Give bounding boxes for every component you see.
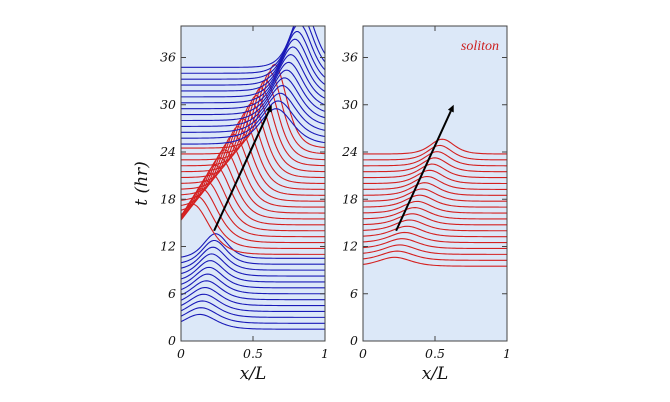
wave-line bbox=[363, 194, 507, 208]
arrow-shaft bbox=[395, 110, 452, 232]
wave-line bbox=[363, 169, 507, 185]
wave-line bbox=[181, 293, 325, 313]
wave-line bbox=[181, 26, 325, 68]
wave-line bbox=[181, 149, 325, 214]
wave-line bbox=[181, 133, 325, 202]
wave-line bbox=[363, 157, 507, 173]
wave-line bbox=[181, 92, 325, 133]
wave-line bbox=[181, 100, 325, 139]
y-tick-label: 36 bbox=[342, 50, 358, 65]
wave-line bbox=[181, 260, 325, 283]
wave-line bbox=[181, 108, 325, 145]
wave-line bbox=[181, 54, 325, 104]
wave-line bbox=[181, 31, 325, 86]
left-x-axis-label: x/L bbox=[240, 364, 267, 384]
wave-line bbox=[363, 238, 507, 250]
right-arrow bbox=[395, 104, 454, 232]
wave-line bbox=[363, 163, 507, 179]
right-x-axis-label: x/L bbox=[422, 364, 449, 384]
wave-line bbox=[363, 188, 507, 202]
arrow-shaft bbox=[213, 110, 270, 232]
right-line-series bbox=[363, 138, 507, 267]
x-tick-label: 0.5 bbox=[243, 346, 263, 361]
y-tick-label: 6 bbox=[350, 286, 358, 301]
y-tick-label: 0 bbox=[168, 333, 176, 348]
wave-line bbox=[181, 125, 325, 196]
y-tick-label: 18 bbox=[342, 191, 358, 206]
wave-line bbox=[181, 286, 325, 307]
wave-line bbox=[363, 182, 507, 196]
wave-line bbox=[181, 77, 325, 122]
wave-line bbox=[181, 313, 325, 330]
wave-line bbox=[181, 273, 325, 295]
wave-line bbox=[181, 300, 325, 318]
y-tick-label: 6 bbox=[168, 286, 176, 301]
left-arrow bbox=[213, 104, 272, 232]
wave-line bbox=[181, 203, 325, 255]
left-axis-ticks: 0 0.5 1 0 6 12 18 24 30 36 bbox=[159, 26, 329, 361]
wave-line bbox=[363, 207, 507, 220]
wave-line bbox=[181, 280, 325, 301]
wave-line bbox=[363, 213, 507, 226]
wave-line bbox=[363, 200, 507, 214]
arrow-head bbox=[447, 104, 454, 113]
wave-line bbox=[181, 79, 325, 161]
y-tick-label: 12 bbox=[160, 239, 176, 254]
wave-line bbox=[181, 157, 325, 220]
wave-line bbox=[363, 244, 507, 255]
y-tick-label: 36 bbox=[160, 50, 176, 65]
wave-line bbox=[363, 219, 507, 232]
y-tick-label: 24 bbox=[341, 144, 358, 159]
wave-line bbox=[363, 250, 507, 261]
y-tick-label: 24 bbox=[159, 144, 176, 159]
wave-line bbox=[181, 239, 325, 265]
right-axis-ticks: 0 0.5 1 0 6 12 18 24 30 36 bbox=[341, 26, 511, 361]
x-tick-label: 0.5 bbox=[425, 346, 445, 361]
wave-line bbox=[181, 253, 325, 277]
y-tick-label: 30 bbox=[160, 97, 176, 112]
x-tick-label: 0 bbox=[177, 346, 185, 361]
wave-line bbox=[181, 195, 325, 250]
wave-line bbox=[181, 26, 325, 74]
y-tick-label: 30 bbox=[342, 97, 358, 112]
wave-line bbox=[181, 84, 325, 127]
wave-line bbox=[181, 164, 325, 226]
wave-line bbox=[363, 231, 507, 244]
wave-line bbox=[181, 63, 325, 149]
y-tick-label: 12 bbox=[342, 239, 358, 254]
wave-line bbox=[181, 266, 325, 289]
wave-line bbox=[181, 246, 325, 271]
y-tick-label: 0 bbox=[350, 333, 358, 348]
wave-line bbox=[181, 307, 325, 324]
wave-line bbox=[363, 138, 507, 155]
arrow-head bbox=[265, 104, 272, 113]
left-y-axis-label: t (hr) bbox=[132, 161, 152, 206]
x-tick-label: 1 bbox=[503, 346, 511, 361]
wave-line bbox=[181, 61, 325, 110]
wave-line bbox=[181, 87, 325, 167]
wave-line bbox=[181, 233, 325, 259]
x-tick-label: 0 bbox=[359, 346, 367, 361]
wave-line bbox=[181, 38, 325, 92]
soliton-annotation: soliton bbox=[461, 39, 499, 54]
wave-line bbox=[181, 46, 325, 98]
wave-line bbox=[363, 175, 507, 190]
wave-line bbox=[181, 26, 325, 80]
wave-line bbox=[363, 256, 507, 267]
x-tick-label: 1 bbox=[321, 346, 329, 361]
wave-line bbox=[181, 118, 325, 190]
wave-line bbox=[363, 151, 507, 167]
right-panel: 0 0.5 1 0 6 12 18 24 30 36 x/L soliton bbox=[341, 25, 511, 384]
left-panel: 0 0.5 1 0 6 12 18 24 30 36 x/L t (hr) bbox=[132, 25, 329, 384]
wave-line bbox=[363, 225, 507, 238]
y-tick-label: 18 bbox=[160, 191, 176, 206]
wave-line bbox=[181, 69, 325, 116]
wave-line bbox=[181, 94, 325, 173]
left-line-series bbox=[181, 26, 325, 330]
